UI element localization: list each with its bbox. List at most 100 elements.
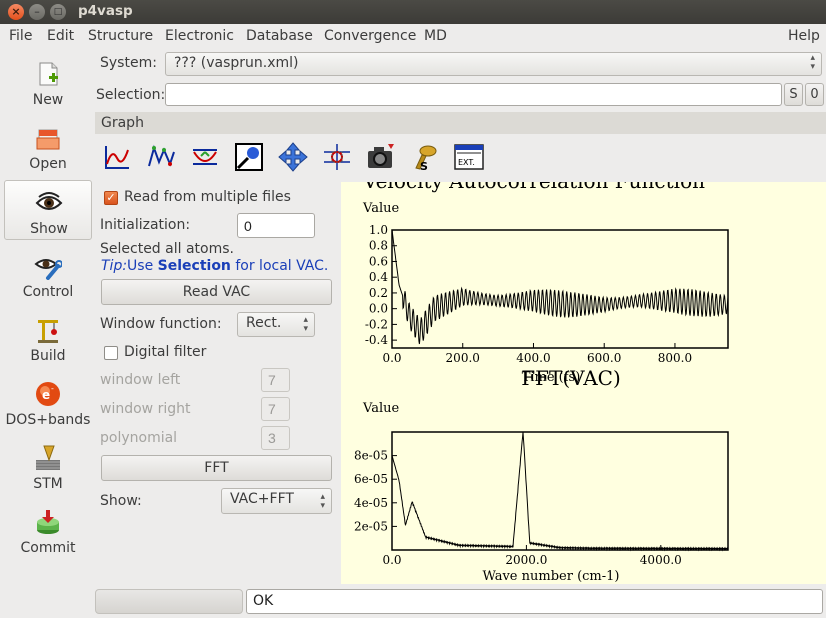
- selected-atoms-text: Selected all atoms.: [100, 241, 234, 257]
- menu-convergence[interactable]: Convergence: [324, 28, 417, 44]
- minimize-window-button[interactable]: –: [29, 4, 45, 20]
- sidebar-item-dos-bands[interactable]: e - DOS+bands: [4, 372, 92, 432]
- selection-input[interactable]: [165, 83, 782, 106]
- zoom-icon[interactable]: [234, 142, 264, 172]
- selection-s-button[interactable]: S: [784, 83, 803, 106]
- fft-y-tick-label: 8e-05: [354, 449, 388, 463]
- menu-database[interactable]: Database: [246, 28, 313, 44]
- menu-structure[interactable]: Structure: [88, 28, 154, 44]
- sidebar: New Open Show Control: [0, 48, 96, 588]
- maximize-window-button[interactable]: □: [50, 4, 66, 20]
- sidebar-label-new: New: [32, 92, 64, 108]
- sidebar-item-build[interactable]: Build: [4, 308, 92, 368]
- vac-x-tick-label: 600.0: [587, 351, 621, 365]
- vac-y-tick-label: -0.4: [365, 333, 389, 347]
- sidebar-item-commit[interactable]: Commit: [4, 500, 92, 560]
- export-ext-icon[interactable]: EXT.: [454, 142, 484, 172]
- show-value: VAC+FFT: [230, 491, 294, 507]
- read-multiple-label: Read from multiple files: [124, 189, 291, 205]
- selection-label: Selection:: [96, 87, 166, 103]
- sidebar-item-show[interactable]: Show: [4, 180, 92, 240]
- window-left-label: window left: [100, 372, 181, 388]
- fft-x-tick-label: 0.0: [382, 553, 401, 567]
- initialization-input[interactable]: [237, 213, 315, 238]
- combo-arrows-icon: ▴ ▾: [320, 492, 325, 511]
- tip-use: Use: [127, 258, 158, 274]
- menu-edit[interactable]: Edit: [47, 28, 75, 44]
- title-bar: × – □ p4vasp: [0, 0, 826, 24]
- menu-help[interactable]: Help: [788, 28, 820, 44]
- eye-wrench-icon: [34, 259, 62, 280]
- open-folder-icon: [36, 129, 60, 150]
- window-right-input[interactable]: [261, 397, 290, 421]
- tip-suffix: for local VAC.: [230, 258, 329, 274]
- vac-x-tick-label: 800.0: [658, 351, 692, 365]
- fft-y-tick-label: 2e-05: [354, 519, 388, 533]
- sidebar-label-dos-bands: DOS+bands: [5, 412, 91, 428]
- combo-arrows-icon: ▴ ▾: [303, 315, 308, 334]
- fft-series-line: [391, 431, 729, 552]
- vac-y-tick-label: 0.8: [369, 239, 388, 253]
- window-left-input[interactable]: [261, 368, 290, 392]
- plot-area[interactable]: Velocity Autocorrelation Function Value …: [341, 182, 826, 584]
- sidebar-item-new[interactable]: New: [4, 52, 92, 112]
- svg-text:-: -: [51, 384, 54, 393]
- digital-filter-checkbox[interactable]: [104, 346, 118, 360]
- electron-icon: e -: [36, 382, 60, 406]
- show-label: Show:: [100, 493, 142, 509]
- read-vac-button[interactable]: Read VAC: [101, 279, 332, 305]
- tip-text: Tip:Use Selection for local VAC.: [101, 258, 328, 274]
- graph-line-icon[interactable]: [102, 142, 132, 172]
- show-combo[interactable]: VAC+FFT ▴ ▾: [221, 488, 332, 514]
- vac-y-tick-label: -0.2: [365, 317, 388, 331]
- select-target-icon[interactable]: [322, 142, 352, 172]
- sidebar-label-build: Build: [30, 348, 66, 364]
- sidebar-item-control[interactable]: Control: [4, 244, 92, 304]
- fft-button[interactable]: FFT: [101, 455, 332, 481]
- graph-section-label: Graph: [101, 115, 144, 131]
- vac-y-tick-label: 1.0: [369, 223, 388, 237]
- status-progress-box: [95, 589, 243, 614]
- move-arrows-icon[interactable]: [278, 142, 308, 172]
- svg-text:e: e: [42, 388, 50, 402]
- new-file-icon: [39, 62, 58, 86]
- fft-chart-title: FFT(VAC): [521, 366, 621, 390]
- sidebar-item-open[interactable]: Open: [4, 116, 92, 176]
- polynomial-input[interactable]: [261, 426, 290, 450]
- menu-md[interactable]: MD: [424, 28, 447, 44]
- window-title: p4vasp: [78, 3, 133, 19]
- plot-canvas: Velocity Autocorrelation Function Value …: [354, 182, 729, 584]
- menu-bar: File Edit Structure Electronic Database …: [0, 24, 826, 48]
- combo-arrows-icon: ▴ ▾: [810, 53, 815, 72]
- vac-chart-title: Velocity Autocorrelation Function: [362, 182, 705, 193]
- window-right-label: window right: [100, 401, 191, 417]
- vac-y-tick-label: 0.6: [369, 254, 388, 268]
- close-window-button[interactable]: ×: [8, 4, 24, 20]
- sidebar-label-show: Show: [30, 221, 68, 237]
- read-multiple-checkbox[interactable]: ✓: [104, 191, 118, 205]
- system-combo[interactable]: ??? (vasprun.xml) ▴ ▾: [165, 52, 822, 76]
- vac-y-tick-label: 0.0: [369, 302, 388, 316]
- selection-zero-button[interactable]: 0: [805, 83, 824, 106]
- vac-y-axis-label: Value: [362, 201, 399, 216]
- database-commit-icon: [37, 510, 59, 534]
- graph-section-header: Graph: [95, 112, 826, 134]
- window-function-label: Window function:: [100, 316, 222, 332]
- graph-fit-icon[interactable]: [190, 142, 220, 172]
- window-function-combo[interactable]: Rect. ▴ ▾: [237, 312, 315, 337]
- sidebar-item-stm[interactable]: STM: [4, 436, 92, 496]
- fft-y-axis-label: Value: [362, 401, 399, 416]
- graph-points-icon[interactable]: [146, 142, 176, 172]
- menu-electronic[interactable]: Electronic: [165, 28, 235, 44]
- menu-file[interactable]: File: [9, 28, 33, 44]
- vac-plot-frame: [391, 229, 729, 349]
- svg-text:S: S: [420, 160, 428, 172]
- system-value: ??? (vasprun.xml): [174, 55, 299, 71]
- camera-icon[interactable]: [366, 142, 396, 172]
- vac-series-line: [391, 229, 729, 345]
- svg-text:EXT.: EXT.: [458, 158, 475, 167]
- sidebar-label-stm: STM: [33, 476, 63, 492]
- export-ps-icon[interactable]: S: [410, 142, 440, 172]
- fft-plot-frame: [391, 431, 729, 551]
- fft-x-axis-label: Wave number (cm-1): [482, 569, 619, 584]
